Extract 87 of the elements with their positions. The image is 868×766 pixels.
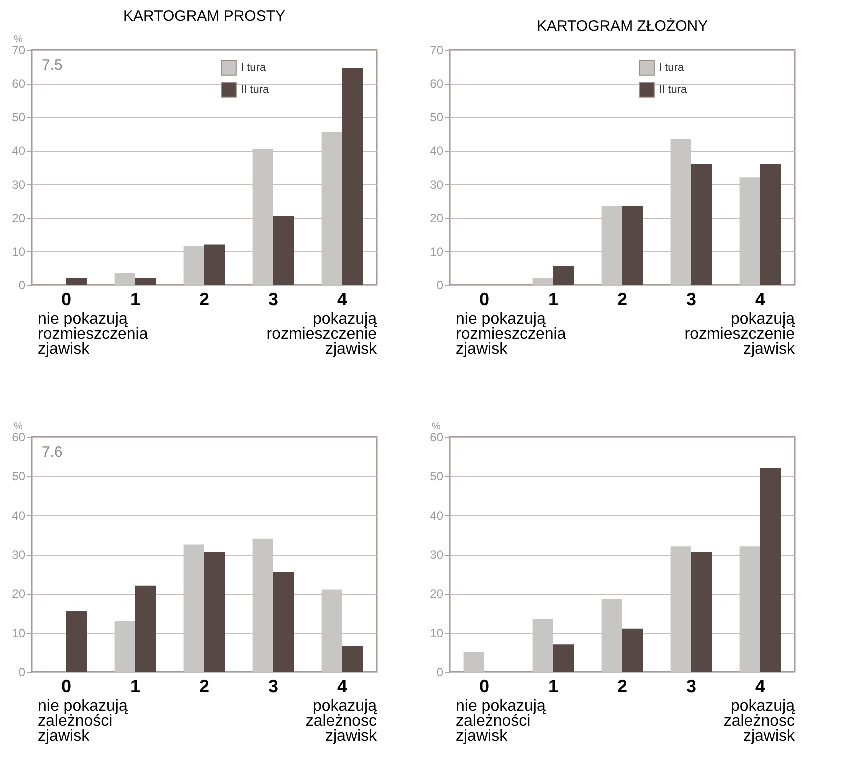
y-tick-label: 0	[18, 278, 26, 292]
bar	[136, 586, 156, 672]
chart-title: KARTOGRAM ZŁOŻONY	[536, 17, 708, 35]
x-tick-label: 1	[130, 676, 141, 696]
x-tick-label: 2	[617, 290, 628, 310]
y-tick-label: 30	[12, 548, 26, 562]
x-tick-label: 3	[268, 676, 279, 696]
y-tick-label: 0	[436, 666, 444, 680]
y-tick-label: 0	[436, 278, 444, 292]
y-tick-label: 20	[430, 211, 444, 226]
bar	[622, 206, 644, 285]
y-tick-label: 10	[430, 244, 444, 259]
text: nie pokazują rozmieszczenia zjawisk	[38, 311, 148, 358]
bar	[692, 164, 712, 285]
x-tick-label: 1	[548, 290, 559, 310]
annotation: 7.5	[42, 57, 63, 74]
legend-label: II tura	[659, 84, 688, 96]
x-tick-label: 2	[199, 290, 210, 310]
y-tick-label: 60	[12, 77, 26, 92]
x-tick-label: 2	[617, 676, 628, 696]
annotation: 7.6	[42, 444, 63, 461]
y-tick-label: 50	[12, 110, 26, 125]
y-tick-label: 50	[430, 110, 444, 125]
bar	[66, 611, 88, 672]
y-axis-title: %	[14, 34, 24, 46]
x-tick-label: 4	[755, 290, 766, 310]
chart-title: KARTOGRAM PROSTY	[124, 8, 286, 25]
text: pokazują zależnosc zjawisk	[306, 698, 378, 745]
bar	[342, 646, 364, 672]
x-tick-label: 1	[130, 290, 141, 310]
bar	[136, 278, 156, 285]
x-tick-label: 0	[61, 290, 72, 310]
y-tick-label: 60	[430, 430, 444, 444]
text: pokazują rozmieszczenie zjawisk	[684, 311, 796, 358]
y-tick-label: 30	[430, 548, 444, 562]
legend-label: I tura	[659, 62, 685, 74]
bar	[274, 216, 294, 285]
text: nie pokazują zależności zjawisk	[456, 698, 546, 745]
bar	[204, 552, 226, 672]
y-tick-label: 40	[430, 508, 444, 523]
legend-label: II tura	[241, 84, 270, 96]
bar	[274, 572, 294, 672]
y-tick-label: 50	[430, 470, 444, 484]
y-axis-title: %	[14, 422, 24, 432]
x-tick-label: 0	[479, 676, 490, 696]
y-axis-title: %	[432, 422, 442, 432]
bar	[554, 266, 574, 285]
bar	[760, 468, 782, 672]
bar	[760, 164, 782, 285]
x-tick-label: 0	[479, 290, 490, 310]
y-tick-label: 30	[12, 178, 26, 192]
x-tick-label: 0	[61, 676, 72, 696]
text: nie pokazują rozmieszczenia zjawisk	[456, 311, 566, 358]
y-tick-label: 0	[18, 666, 26, 680]
y-tick-label: 70	[430, 44, 444, 58]
text: nie pokazują zależności zjawisk	[38, 698, 128, 745]
y-tick-label: 50	[12, 470, 26, 484]
x-tick-label: 2	[199, 676, 210, 696]
y-tick-label: 10	[12, 626, 26, 640]
bar	[692, 552, 712, 672]
y-tick-label: 10	[12, 244, 26, 259]
y-tick-label: 20	[12, 211, 26, 226]
y-tick-label: 40	[12, 508, 26, 523]
x-tick-label: 3	[268, 290, 279, 310]
y-tick-label: 40	[430, 144, 444, 158]
y-tick-label: 20	[12, 587, 26, 602]
text: pokazują zależnosc zjawisk	[724, 698, 796, 745]
y-tick-label: 20	[430, 587, 444, 602]
x-tick-label: 3	[686, 676, 697, 696]
bar	[554, 644, 574, 672]
x-tick-label: 4	[337, 676, 348, 696]
legend-label: I tura	[241, 62, 267, 74]
text: pokazują rozmieszczenie zjawisk	[266, 311, 378, 358]
bar	[204, 244, 226, 285]
bar	[342, 68, 364, 285]
bar	[66, 278, 88, 285]
x-tick-label: 4	[755, 676, 766, 696]
y-tick-label: 30	[430, 178, 444, 192]
y-tick-label: 10	[430, 626, 444, 640]
y-tick-label: 40	[12, 144, 26, 158]
x-tick-label: 4	[337, 290, 348, 310]
y-tick-label: 60	[12, 430, 26, 444]
y-tick-label: 60	[430, 77, 444, 92]
x-tick-label: 3	[686, 290, 697, 310]
bar	[622, 628, 644, 672]
y-tick-label: 70	[12, 44, 26, 58]
x-tick-label: 1	[548, 676, 559, 696]
